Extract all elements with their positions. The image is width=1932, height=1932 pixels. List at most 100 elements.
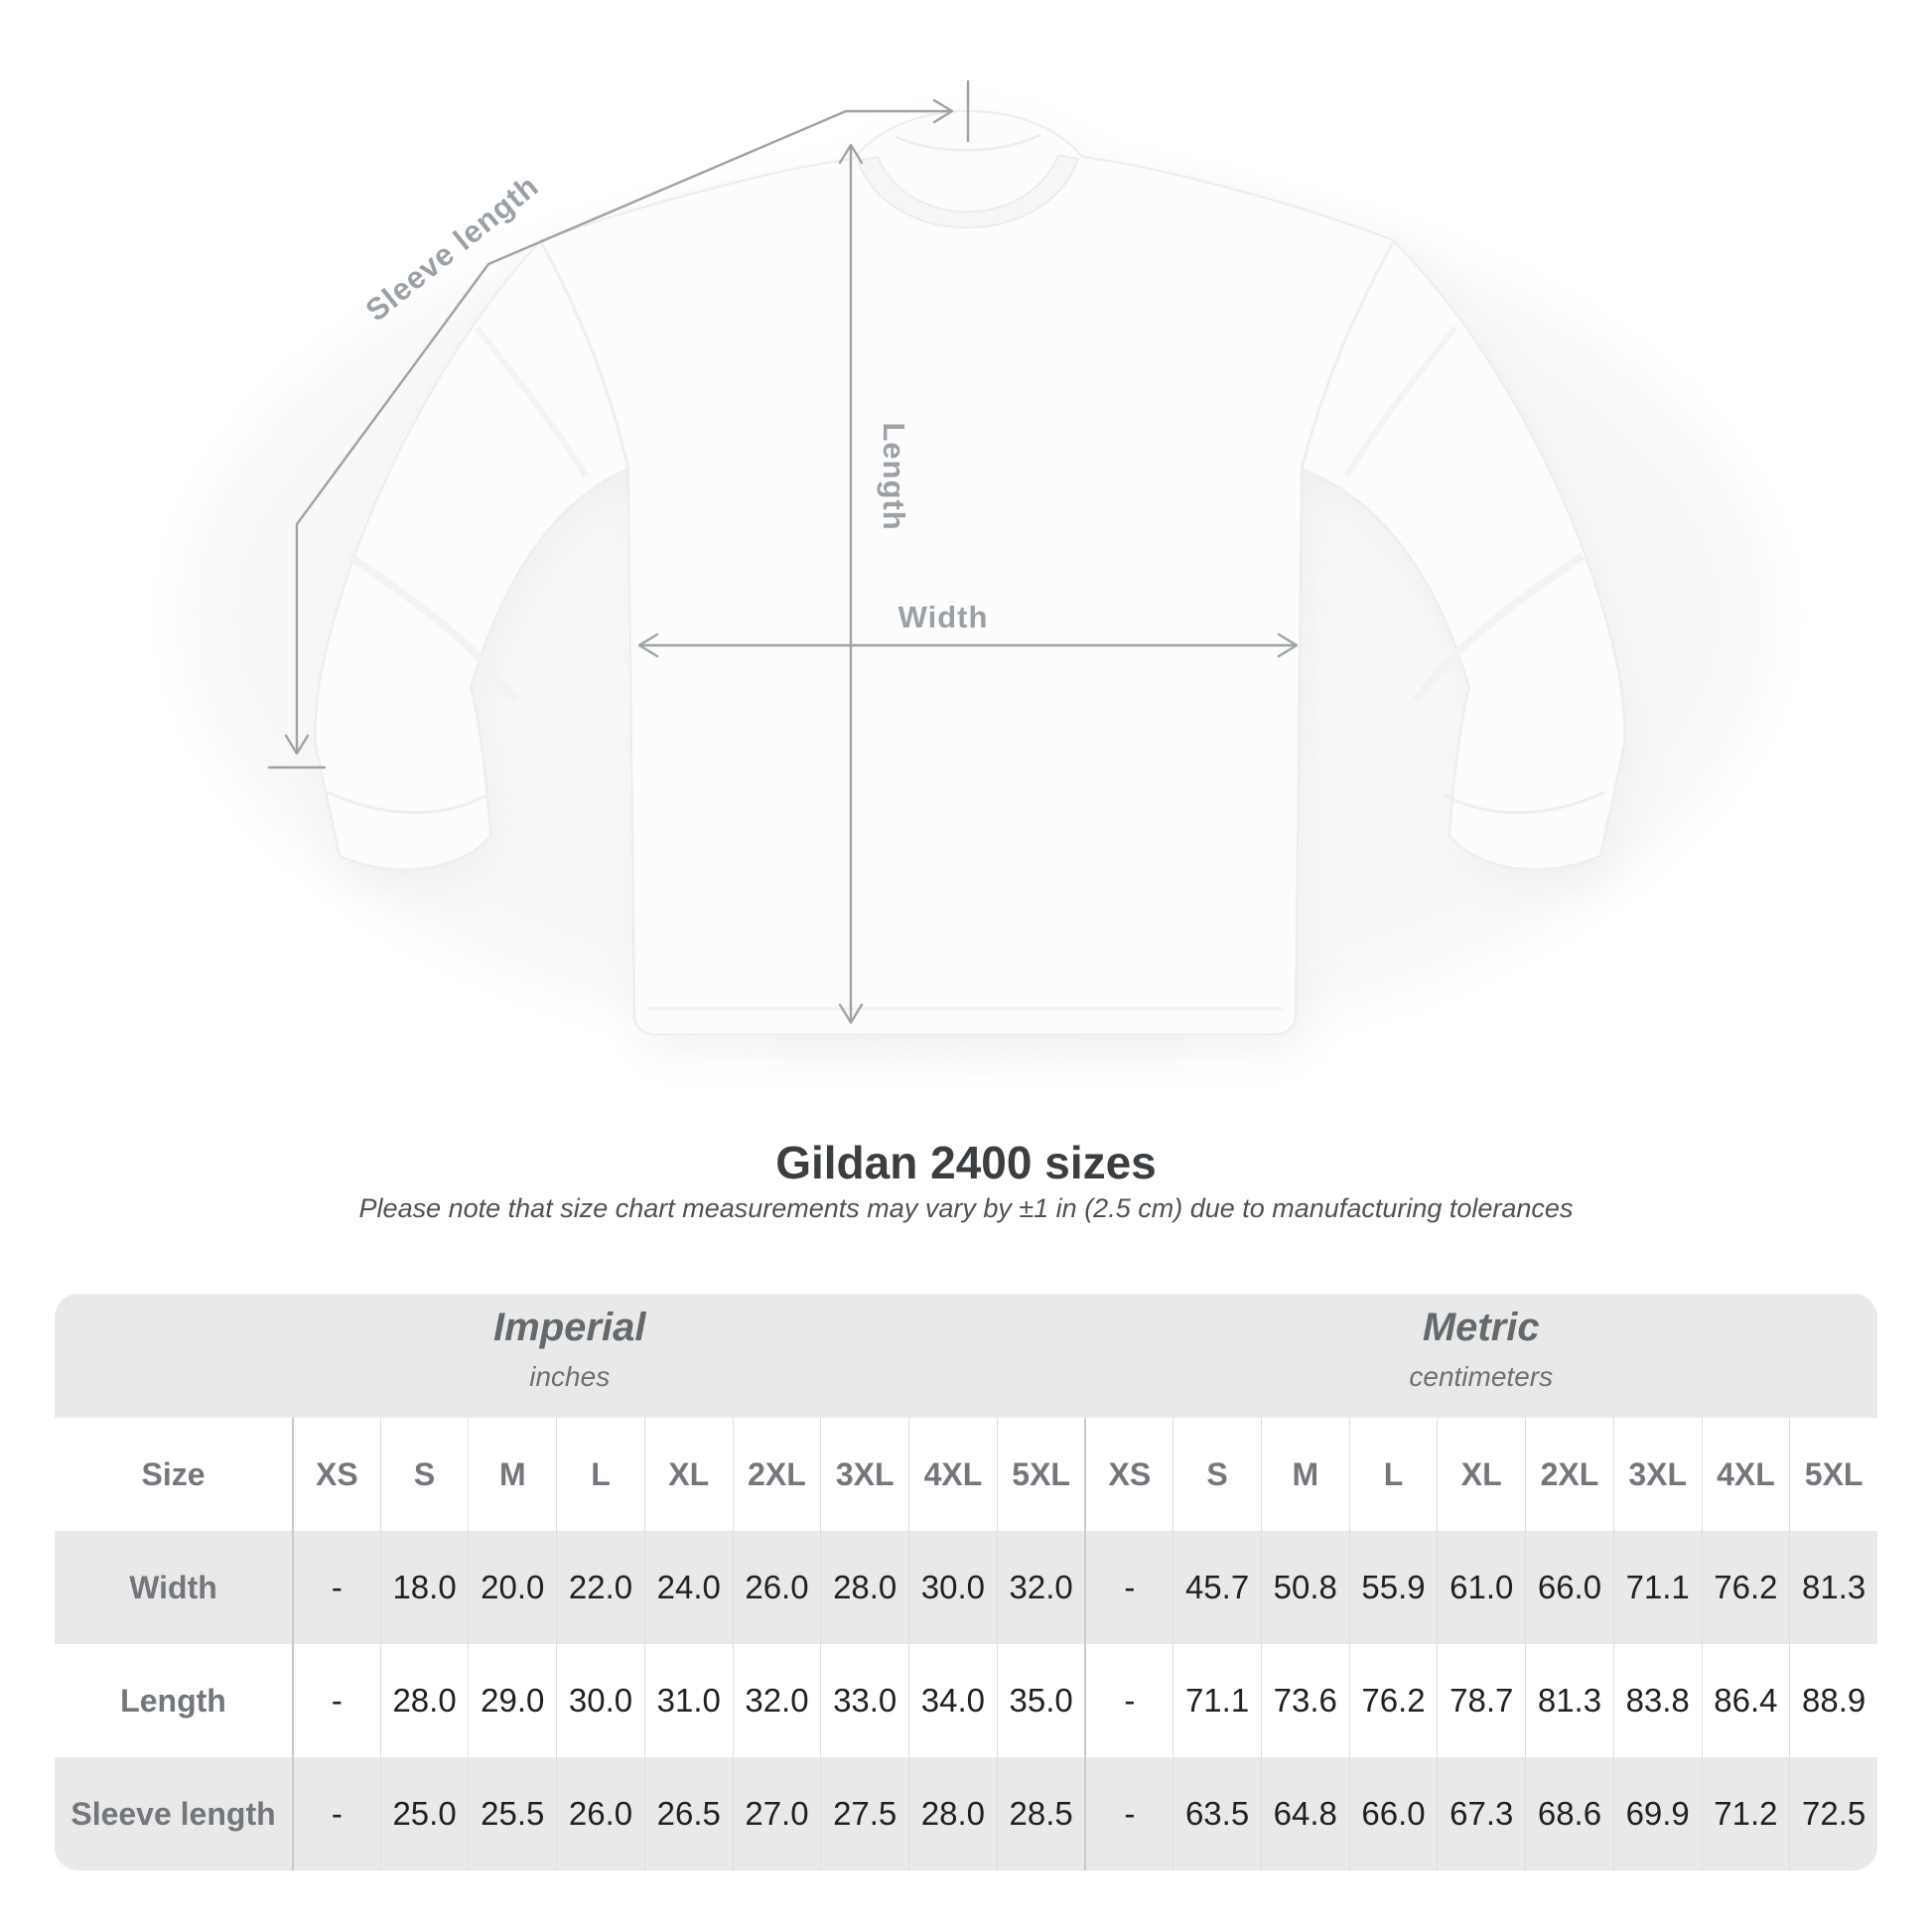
length-arrowhead-up [838,143,864,165]
table-cell: 22.0 [556,1531,644,1644]
size-header-cell: L [556,1418,644,1531]
size-header-cell: M [1260,1418,1349,1531]
table-cell: - [292,1531,380,1644]
row-label-length: Length [120,1682,226,1719]
table-cell: 61.0 [1437,1531,1526,1644]
width-label: Width [898,600,989,634]
table-cell: 71.2 [1701,1757,1790,1870]
left-shoulder-crease [474,326,589,479]
size-header-cell: 4XL [908,1418,997,1531]
table-cell: 78.7 [1437,1644,1525,1757]
row-label-sleeve-length: Sleeve length [55,1757,292,1870]
size-header-cell: 3XL [820,1418,908,1531]
size-header-cell: S [379,1418,469,1531]
table-cell: 35.0 [996,1644,1085,1757]
table-cell: 69.9 [1612,1757,1702,1870]
size-header-cell: 2XL [1525,1418,1613,1531]
table-cell: 67.3 [1437,1757,1526,1870]
length-arrowhead-down [838,1003,864,1025]
right-sleeve-crease [1412,552,1586,704]
table-cell: 72.5 [1789,1757,1877,1870]
size-chart-table: Imperial inches Metric centimeters Size … [55,1294,1877,1870]
size-header-cell: 5XL [1789,1418,1877,1531]
table-cell: 68.6 [1525,1757,1613,1870]
table-cell: 30.0 [908,1531,997,1644]
left-cuff-seam [327,790,489,814]
table-cell: 34.0 [908,1644,997,1757]
right-shoulder-crease [1343,326,1458,479]
sleeve-arrowhead-right [932,98,954,124]
table-cell: 31.0 [643,1644,733,1757]
metric-unit: centimeters [1409,1361,1554,1392]
table-cell: 76.2 [1701,1531,1790,1644]
size-header-cell: M [468,1418,556,1531]
sleeve-arrowhead-down [284,734,310,756]
size-header-cell: S [1173,1418,1261,1531]
shirt-measurement-diagram: Sleeve length Length Width [184,79,1772,1052]
metric-group-header: Metric centimeters [1084,1294,1877,1418]
table-cell: 28.5 [996,1757,1085,1870]
collar-band [857,154,1079,228]
table-cell: 24.0 [643,1531,733,1644]
size-column-header: Size [141,1455,206,1492]
sleeve-measure-line [295,109,951,753]
table-cell: 25.0 [379,1757,469,1870]
table-cell: 81.3 [1789,1531,1877,1644]
size-header-cell: 2XL [732,1418,821,1531]
table-cell: 32.0 [996,1531,1085,1644]
right-armhole-seam [1300,241,1395,470]
table-cell: 45.7 [1173,1531,1261,1644]
table-cell: 71.1 [1173,1644,1261,1757]
table-cell: 55.9 [1348,1531,1438,1644]
row-label-width: Width [55,1531,292,1644]
table-cell: 88.9 [1789,1644,1877,1757]
width-arrowhead-left [637,632,659,658]
table-cell: 63.5 [1173,1757,1261,1870]
table-cell: 28.0 [908,1757,997,1870]
size-header-cell: XL [643,1418,733,1531]
table-cell: 73.6 [1260,1644,1349,1757]
table-cell: 28.0 [820,1531,909,1644]
size-header-cell: 3XL [1612,1418,1702,1531]
table-cell: 26.5 [643,1757,733,1870]
table-cell: 71.1 [1612,1531,1702,1644]
table-cell: 25.5 [468,1757,557,1870]
table-cell: 33.0 [820,1644,908,1757]
left-sleeve-crease [346,552,520,704]
table-cell: - [1084,1757,1173,1870]
table-cell: 50.8 [1260,1531,1349,1644]
table-cell: 28.0 [379,1644,469,1757]
length-label: Length [877,422,911,530]
table-cell: 26.0 [732,1531,821,1644]
size-header-cell: XL [1437,1418,1525,1531]
table-cell: 66.0 [1348,1757,1438,1870]
table-cell: 20.0 [468,1531,557,1644]
table-cell: 81.3 [1525,1644,1613,1757]
table-cell: - [1084,1644,1173,1757]
table-cell: - [1084,1531,1173,1644]
table-cell: 83.8 [1612,1644,1702,1757]
table-cell: 27.5 [820,1757,909,1870]
table-cell: - [292,1644,380,1757]
table-cell: 29.0 [468,1644,556,1757]
imperial-group-header: Imperial inches [55,1294,1085,1418]
tolerance-note: Please note that size chart measurements… [358,1193,1574,1223]
collar-back-seam [895,133,1041,152]
size-header-cell: L [1348,1418,1438,1531]
table-cell: 32.0 [732,1644,821,1757]
size-header-cell: 4XL [1701,1418,1790,1531]
table-cell: - [292,1757,380,1870]
table-cell: 64.8 [1260,1757,1349,1870]
imperial-label: Imperial [493,1306,646,1349]
table-cell: 30.0 [556,1644,644,1757]
shirt-silhouette [314,109,1626,1035]
table-cell: 18.0 [379,1531,469,1644]
table-cell: 86.4 [1701,1644,1790,1757]
width-arrowhead-right [1277,632,1299,658]
right-cuff-seam [1443,790,1605,814]
table-cell: 27.0 [732,1757,821,1870]
table-cell: 26.0 [556,1757,644,1870]
table-cell: 76.2 [1348,1644,1438,1757]
table-cell: 66.0 [1525,1531,1613,1644]
